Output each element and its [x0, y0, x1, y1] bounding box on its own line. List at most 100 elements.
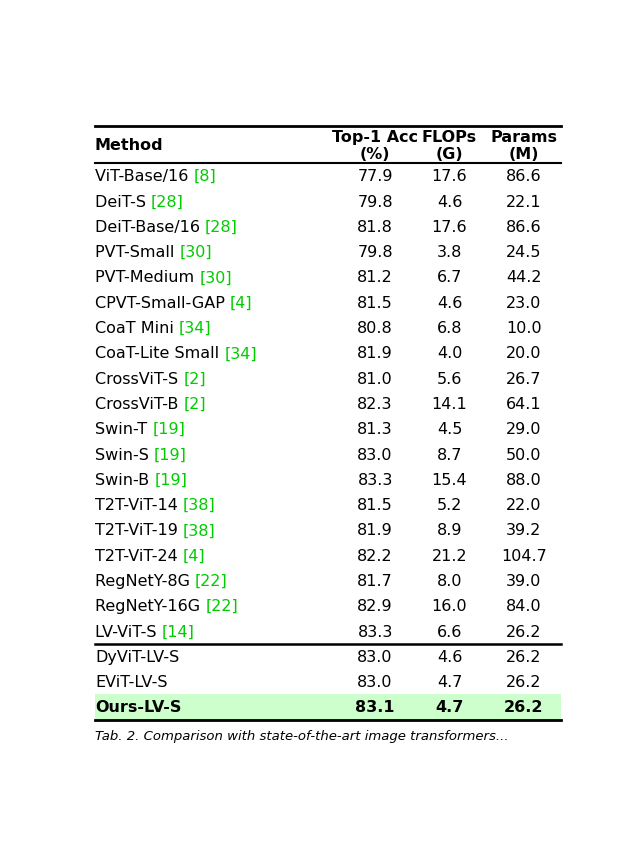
- Text: [34]: [34]: [179, 321, 211, 336]
- Text: 80.8: 80.8: [357, 321, 393, 336]
- Text: DyViT-LV-S: DyViT-LV-S: [95, 649, 179, 664]
- Text: 6.6: 6.6: [437, 624, 462, 639]
- Text: 4.6: 4.6: [437, 295, 462, 310]
- Text: 104.7: 104.7: [501, 548, 547, 563]
- Text: Swin-T: Swin-T: [95, 421, 152, 437]
- Text: 16.0: 16.0: [432, 599, 467, 613]
- Text: 81.0: 81.0: [357, 371, 393, 386]
- Text: 81.2: 81.2: [357, 270, 393, 285]
- Text: 81.9: 81.9: [357, 523, 393, 537]
- Text: 83.0: 83.0: [357, 447, 393, 462]
- Text: 39.0: 39.0: [506, 573, 541, 589]
- Text: 26.2: 26.2: [506, 624, 541, 639]
- Text: 81.3: 81.3: [357, 421, 393, 437]
- Text: PVT-Small: PVT-Small: [95, 245, 179, 260]
- Text: 5.6: 5.6: [437, 371, 462, 386]
- Text: 64.1: 64.1: [506, 397, 541, 411]
- Text: 83.3: 83.3: [357, 624, 393, 639]
- Text: 82.3: 82.3: [357, 397, 393, 411]
- Text: DeiT-Base/16: DeiT-Base/16: [95, 219, 205, 235]
- Text: 6.8: 6.8: [436, 321, 462, 336]
- Text: [19]: [19]: [154, 473, 187, 487]
- Text: [2]: [2]: [183, 371, 205, 386]
- Text: 8.7: 8.7: [436, 447, 462, 462]
- Text: 4.7: 4.7: [437, 675, 462, 689]
- Text: 4.7: 4.7: [435, 699, 464, 715]
- Bar: [95, 694, 561, 720]
- Text: 20.0: 20.0: [506, 346, 541, 361]
- Text: CrossViT-B: CrossViT-B: [95, 397, 184, 411]
- Text: RegNetY-16G: RegNetY-16G: [95, 599, 205, 613]
- Text: 86.6: 86.6: [506, 169, 541, 184]
- Text: 4.6: 4.6: [437, 194, 462, 209]
- Text: [4]: [4]: [183, 548, 205, 563]
- Text: 6.7: 6.7: [437, 270, 462, 285]
- Text: 84.0: 84.0: [506, 599, 541, 613]
- Text: Swin-B: Swin-B: [95, 473, 154, 487]
- Text: [22]: [22]: [205, 599, 238, 613]
- Text: T2T-ViT-24: T2T-ViT-24: [95, 548, 183, 563]
- Text: 8.0: 8.0: [436, 573, 462, 589]
- Text: CoaT-Lite Small: CoaT-Lite Small: [95, 346, 224, 361]
- Text: Top-1 Acc
(%): Top-1 Acc (%): [332, 130, 418, 162]
- Text: 83.3: 83.3: [357, 473, 393, 487]
- Text: 39.2: 39.2: [506, 523, 541, 537]
- Text: [19]: [19]: [152, 421, 185, 437]
- Text: EViT-LV-S: EViT-LV-S: [95, 675, 168, 689]
- Text: 15.4: 15.4: [432, 473, 467, 487]
- Text: [28]: [28]: [205, 219, 238, 235]
- Text: 44.2: 44.2: [506, 270, 541, 285]
- Text: T2T-ViT-14: T2T-ViT-14: [95, 497, 183, 513]
- Text: 86.6: 86.6: [506, 219, 541, 235]
- Text: [8]: [8]: [193, 169, 216, 184]
- Text: 83.0: 83.0: [357, 675, 393, 689]
- Text: RegNetY-8G: RegNetY-8G: [95, 573, 195, 589]
- Text: 22.1: 22.1: [506, 194, 541, 209]
- Text: PVT-Medium: PVT-Medium: [95, 270, 199, 285]
- Text: LV-ViT-S: LV-ViT-S: [95, 624, 161, 639]
- Text: CoaT Mini: CoaT Mini: [95, 321, 179, 336]
- Text: 29.0: 29.0: [506, 421, 541, 437]
- Text: 26.2: 26.2: [506, 675, 541, 689]
- Text: 3.8: 3.8: [437, 245, 462, 260]
- Text: Params
(M): Params (M): [490, 130, 557, 162]
- Text: 17.6: 17.6: [432, 219, 467, 235]
- Text: Swin-S: Swin-S: [95, 447, 154, 462]
- Text: 83.1: 83.1: [355, 699, 395, 715]
- Text: 82.2: 82.2: [357, 548, 393, 563]
- Text: 10.0: 10.0: [506, 321, 541, 336]
- Text: [30]: [30]: [199, 270, 232, 285]
- Text: 82.9: 82.9: [357, 599, 393, 613]
- Text: [22]: [22]: [195, 573, 228, 589]
- Text: 81.7: 81.7: [357, 573, 393, 589]
- Text: DeiT-S: DeiT-S: [95, 194, 151, 209]
- Text: [30]: [30]: [179, 245, 212, 260]
- Text: 4.6: 4.6: [437, 649, 462, 664]
- Text: 24.5: 24.5: [506, 245, 541, 260]
- Text: 8.9: 8.9: [436, 523, 462, 537]
- Text: 81.5: 81.5: [357, 497, 393, 513]
- Text: 21.2: 21.2: [432, 548, 467, 563]
- Text: T2T-ViT-19: T2T-ViT-19: [95, 523, 183, 537]
- Text: 17.6: 17.6: [432, 169, 467, 184]
- Text: 26.2: 26.2: [504, 699, 543, 715]
- Text: Ours-LV-S: Ours-LV-S: [95, 699, 181, 715]
- Text: 4.5: 4.5: [437, 421, 462, 437]
- Text: 88.0: 88.0: [506, 473, 542, 487]
- Text: CPVT-Small-GAP: CPVT-Small-GAP: [95, 295, 230, 310]
- Text: [34]: [34]: [224, 346, 257, 361]
- Text: 26.2: 26.2: [506, 649, 541, 664]
- Text: ViT-Base/16: ViT-Base/16: [95, 169, 193, 184]
- Text: 26.7: 26.7: [506, 371, 541, 386]
- Text: 81.8: 81.8: [357, 219, 393, 235]
- Text: Tab. 2. Comparison with state-of-the-art image transformers...: Tab. 2. Comparison with state-of-the-art…: [95, 729, 509, 743]
- Text: 4.0: 4.0: [437, 346, 462, 361]
- Text: 83.0: 83.0: [357, 649, 393, 664]
- Text: [38]: [38]: [183, 497, 216, 513]
- Text: 77.9: 77.9: [357, 169, 393, 184]
- Text: [14]: [14]: [161, 624, 195, 639]
- Text: 81.5: 81.5: [357, 295, 393, 310]
- Text: [38]: [38]: [183, 523, 216, 537]
- Text: 79.8: 79.8: [357, 245, 393, 260]
- Text: [19]: [19]: [154, 447, 187, 462]
